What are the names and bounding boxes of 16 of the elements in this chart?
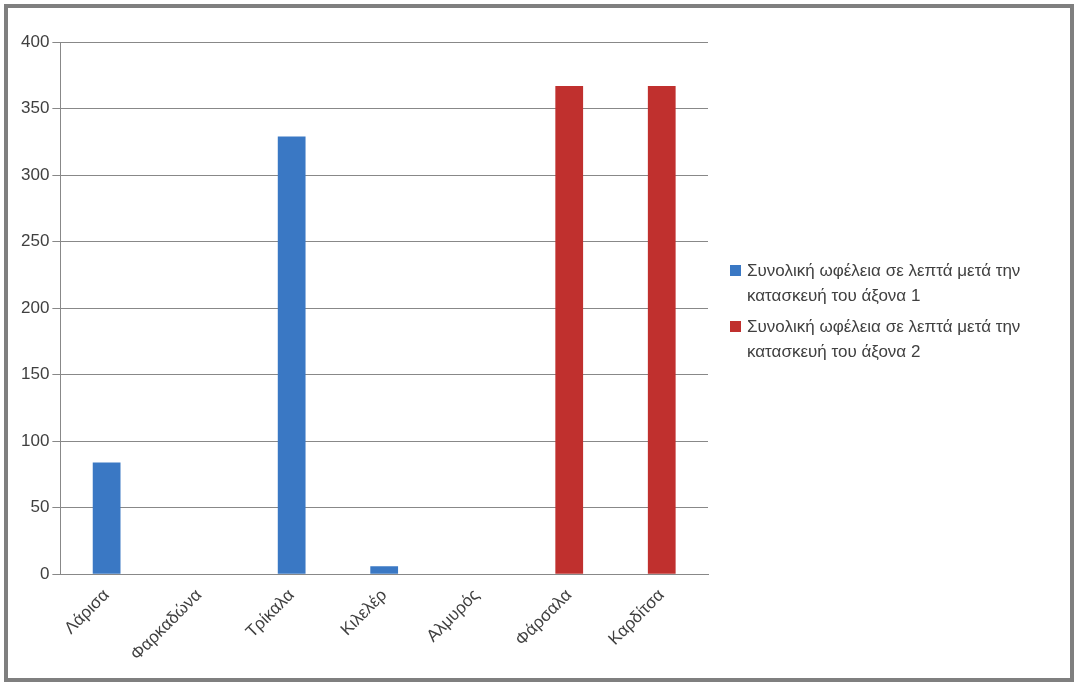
y-tick-label: 300 <box>20 164 50 184</box>
bar <box>370 566 399 574</box>
y-tick-label: 150 <box>20 364 50 384</box>
bar <box>555 85 584 574</box>
bar <box>92 462 121 574</box>
bar <box>277 136 306 574</box>
y-tick-label: 350 <box>20 98 50 118</box>
legend-label: Συνολική ωφέλεια σε λεπτά μετά την κατασκευή του άξονα 2 <box>747 316 1022 363</box>
y-tick-label: 50 <box>30 497 50 517</box>
y-tick-label: 100 <box>20 430 50 450</box>
bar <box>647 85 676 574</box>
legend-label: Συνολική ωφέλεια σε λεπτά μετά την κατασκευή του άξονα 1 <box>747 260 1022 307</box>
y-tick-label: 400 <box>20 31 50 51</box>
y-tick-label: 250 <box>20 231 50 251</box>
y-tick-label: 200 <box>20 297 50 317</box>
y-tick-label: 0 <box>39 564 50 584</box>
